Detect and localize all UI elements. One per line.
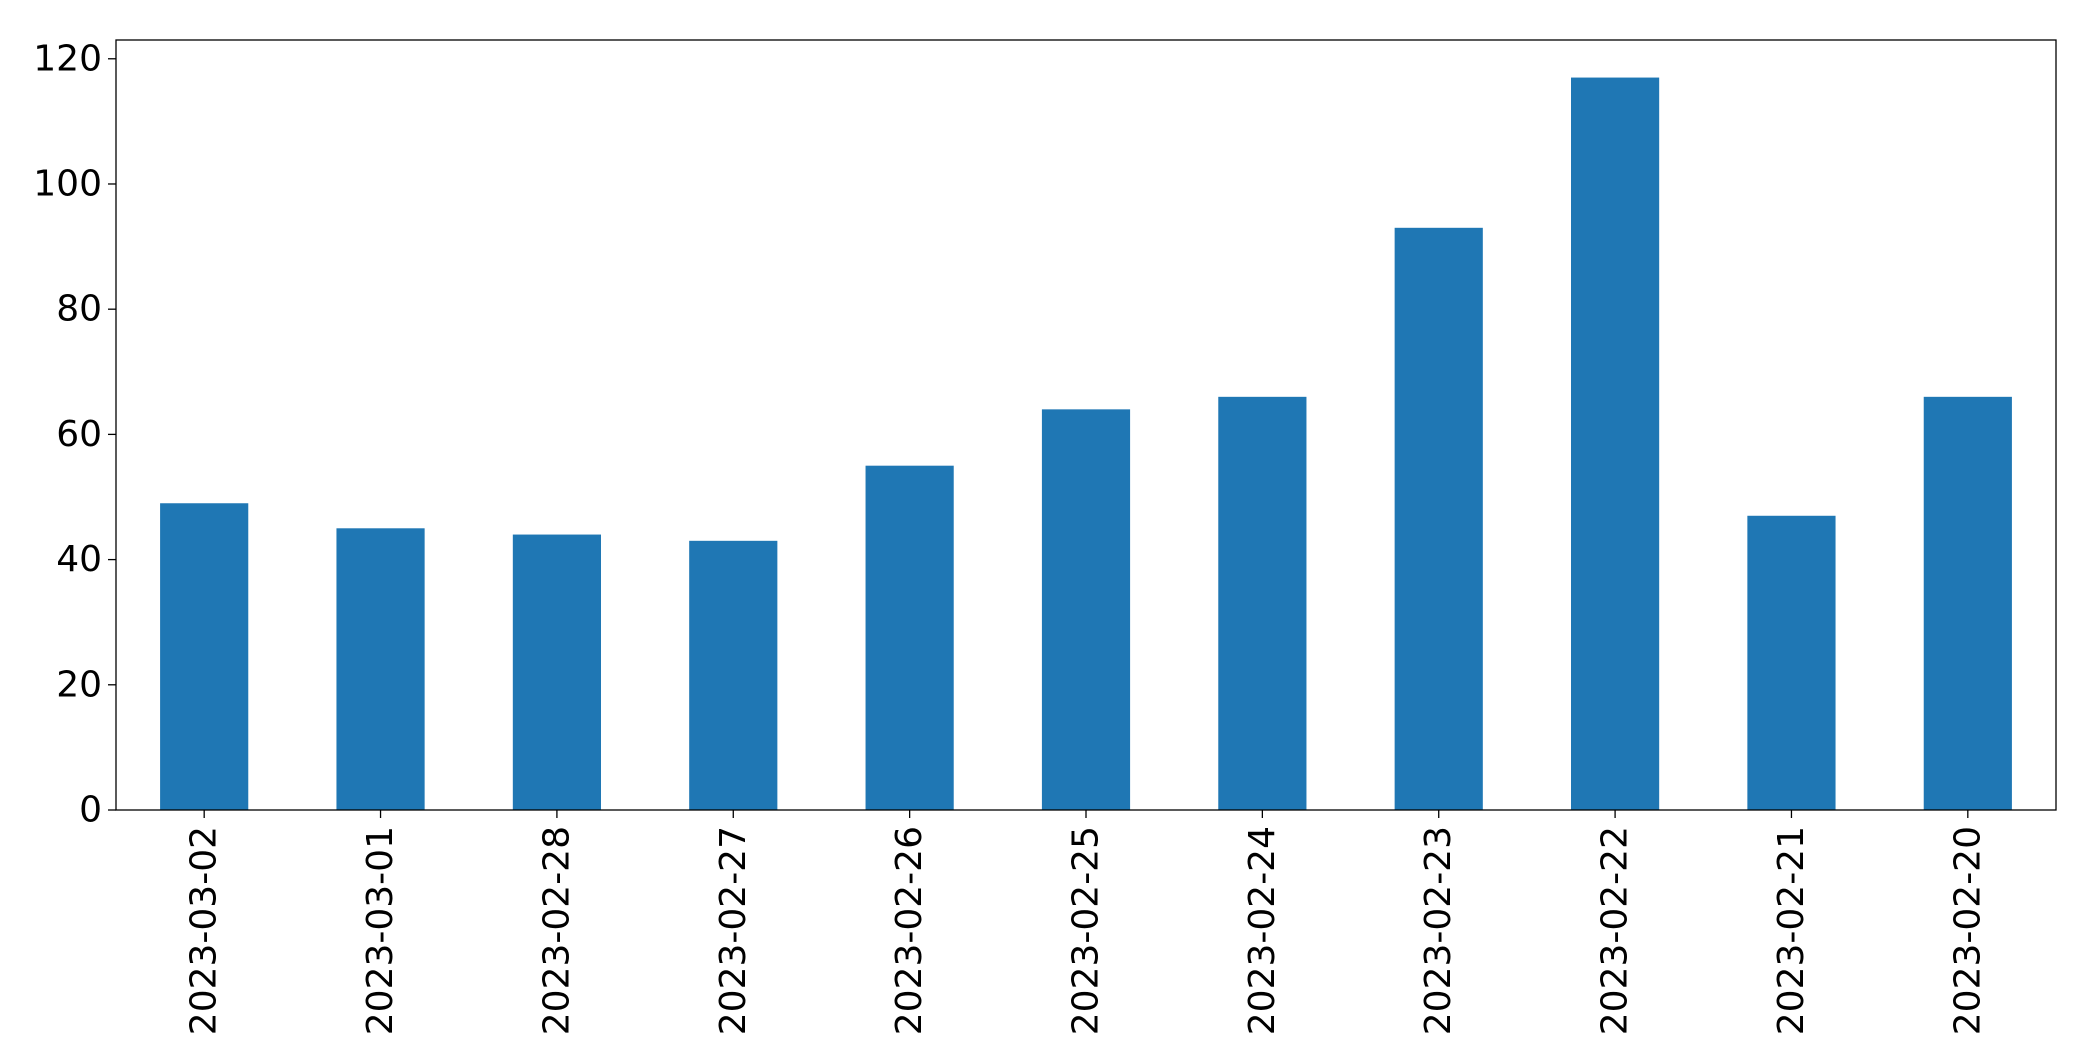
y-tick-label: 100 [33,163,102,204]
bar-2023-02-27 [689,540,778,810]
x-tick-label: 2023-02-23 [1418,826,1459,1035]
y-tick-label: 20 [56,664,102,705]
y-axis: 0 20 40 60 80 100 120 [33,38,116,831]
x-tick-label: 2023-03-02 [184,826,225,1035]
y-tick-label: 0 [79,790,102,831]
x-tick-label: 2023-02-20 [1947,826,1988,1035]
bars [160,77,2012,810]
x-tick-label: 2023-02-24 [1242,826,1283,1035]
x-tick-label: 2023-03-01 [360,826,401,1035]
x-tick-label: 2023-02-25 [1066,826,1107,1035]
x-tick-label: 2023-02-21 [1771,826,1812,1035]
bar-2023-02-25 [1041,409,1131,810]
bar-2023-02-22 [1571,77,1660,810]
y-tick-label: 80 [56,289,102,330]
x-axis: 2023-03-02 2023-03-01 2023-02-28 2023-02-27… [184,810,1988,1035]
y-tick-label: 120 [33,38,102,79]
bar-2023-02-20 [1923,396,2012,810]
bar-2023-02-26 [865,465,954,810]
bar-2023-02-24 [1218,396,1307,810]
x-tick-label: 2023-02-22 [1595,826,1636,1035]
bar-2023-03-02 [160,503,249,810]
x-tick-label: 2023-02-28 [536,826,577,1035]
y-tick-label: 60 [56,414,102,455]
bar-2023-02-28 [512,534,601,810]
x-tick-label: 2023-02-26 [889,826,930,1035]
y-tick-label: 40 [56,539,102,580]
bar-2023-02-23 [1394,227,1483,810]
x-tick-label: 2023-02-27 [713,826,754,1035]
bar-2023-03-01 [336,528,425,810]
bar-2023-02-21 [1747,515,1836,810]
